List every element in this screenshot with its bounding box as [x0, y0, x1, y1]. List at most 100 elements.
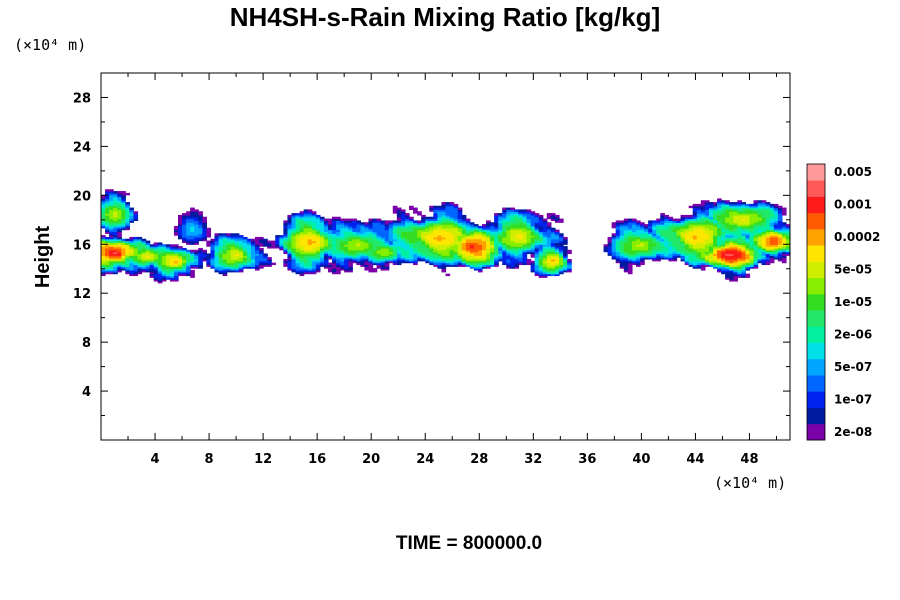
- contour-cell: [494, 242, 503, 245]
- contour-cell: [510, 253, 515, 256]
- contour-cell: [627, 222, 637, 225]
- contour-cell: [607, 240, 613, 244]
- contour-cell: [490, 225, 495, 229]
- contour-cell: [700, 218, 710, 222]
- contour-cell: [157, 257, 163, 260]
- contour-cell: [558, 236, 564, 240]
- contour-cell: [769, 233, 779, 236]
- contour-cell: [121, 203, 126, 207]
- contour-cell: [133, 266, 143, 269]
- contour-cell: [502, 229, 507, 233]
- contour-cell: [425, 240, 430, 244]
- contour-cell: [445, 218, 451, 222]
- contour-cell: [194, 257, 199, 260]
- contour-cell: [558, 262, 564, 266]
- contour-cell: [737, 246, 742, 249]
- contour-cell: [429, 209, 434, 212]
- contour-cell: [785, 246, 790, 249]
- contour-cell: [457, 214, 463, 218]
- contour-cell: [712, 264, 722, 267]
- contour-cell: [765, 202, 771, 205]
- contour-cell: [773, 205, 779, 209]
- contour-cell: [473, 233, 483, 236]
- contour-cell: [169, 271, 175, 275]
- contour-cell: [113, 214, 118, 218]
- contour-cell: [546, 235, 552, 238]
- contour-cell: [425, 244, 430, 247]
- contour-cell: [344, 253, 349, 256]
- contour-cell: [550, 218, 556, 222]
- contour-cell: [567, 262, 572, 266]
- contour-cell: [178, 214, 183, 218]
- contour-cell: [680, 249, 690, 253]
- contour-cell: [631, 218, 637, 222]
- contour-cell: [299, 222, 309, 225]
- contour-cell: [299, 214, 305, 218]
- contour-cell: [109, 244, 126, 247]
- contour-cell: [753, 236, 759, 240]
- contour-cell: [275, 240, 280, 244]
- contour-cell: [295, 251, 301, 255]
- contour-cell: [246, 257, 252, 260]
- contour-cell: [607, 251, 613, 255]
- contour-cell: [534, 268, 540, 271]
- contour-cell: [409, 242, 422, 245]
- contour-cell: [494, 249, 499, 253]
- contour-cell: [226, 244, 236, 247]
- contour-cell: [384, 258, 394, 262]
- contour-cell: [688, 220, 706, 223]
- contour-cell: [457, 229, 463, 233]
- contour-cell: [429, 225, 438, 229]
- contour-cell: [433, 242, 451, 245]
- contour-cell: [149, 249, 155, 253]
- contour-cell: [129, 268, 135, 271]
- contour-cell: [348, 224, 357, 227]
- contour-cell: [117, 233, 122, 236]
- contour-cell: [157, 242, 163, 245]
- contour-cell: [546, 240, 552, 244]
- contour-cell: [295, 227, 301, 231]
- contour-cell: [749, 218, 763, 222]
- contour-cell: [169, 275, 175, 278]
- contour-cell: [696, 257, 702, 260]
- contour-cell: [210, 246, 216, 249]
- contour-cell: [668, 216, 674, 220]
- contour-cell: [206, 260, 212, 264]
- contour-cell: [518, 213, 524, 216]
- contour-cell: [761, 200, 767, 203]
- contour-cell: [344, 249, 370, 253]
- contour-cell: [105, 249, 110, 253]
- contour-cell: [449, 218, 455, 222]
- contour-cell: [717, 251, 722, 255]
- contour-cell: [712, 220, 718, 223]
- contour-cell: [376, 249, 390, 253]
- contour-cell: [688, 222, 714, 225]
- contour-cell: [725, 233, 734, 236]
- contour-cell: [291, 244, 297, 247]
- contour-cell: [368, 242, 374, 245]
- contour-cell: [704, 207, 710, 211]
- contour-cell: [113, 218, 118, 222]
- contour-cell: [761, 214, 771, 218]
- contour-cell: [303, 225, 313, 229]
- contour-cell: [263, 244, 272, 247]
- contour-cell: [340, 229, 353, 233]
- contour-cell: [534, 229, 540, 233]
- contour-cell: [717, 216, 726, 220]
- contour-cell: [242, 257, 248, 260]
- contour-cell: [635, 238, 641, 242]
- contour-cell: [506, 213, 511, 216]
- contour-cell: [368, 227, 386, 231]
- contour-cell: [299, 258, 309, 262]
- contour-cell: [437, 225, 443, 229]
- contour-cell: [198, 251, 203, 255]
- contour-cell: [453, 238, 459, 242]
- contour-cell: [777, 218, 783, 222]
- contour-cell: [457, 218, 463, 222]
- contour-cell: [238, 262, 248, 266]
- contour-cell: [295, 246, 305, 249]
- contour-cell: [769, 203, 775, 207]
- contour-cell: [137, 249, 147, 253]
- contour-cell: [672, 247, 678, 251]
- contour-cell: [490, 240, 495, 244]
